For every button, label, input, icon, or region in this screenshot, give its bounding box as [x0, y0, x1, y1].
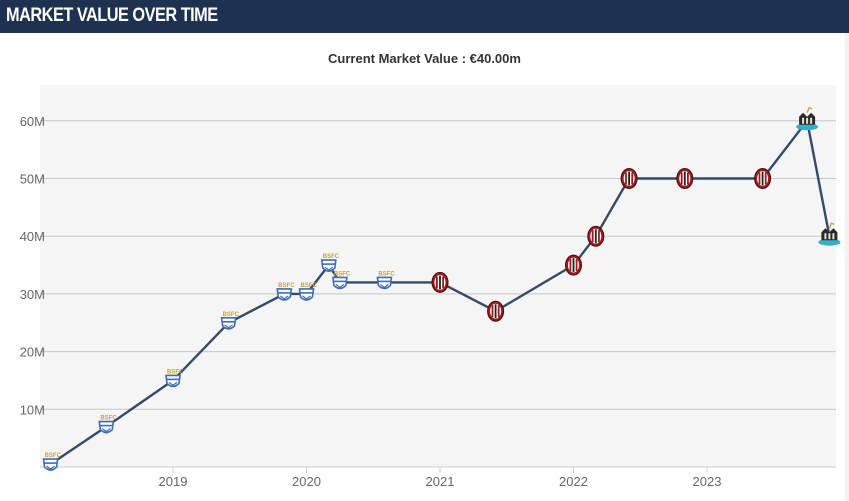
crest-stripe [764, 172, 767, 185]
crest-stripe [687, 172, 689, 185]
crest-vee [279, 295, 289, 300]
crest-shield [98, 420, 115, 434]
crest-stripe [683, 171, 686, 186]
data-point-ac-milan[interactable] [587, 225, 605, 247]
y-tick-label: 20M [20, 345, 45, 360]
crest-stripe [572, 258, 575, 273]
crest-stripe [625, 172, 627, 185]
data-point-ac-milan[interactable] [487, 300, 505, 322]
data-point-ac-milan[interactable] [676, 168, 694, 189]
crest-stripe [631, 172, 634, 185]
crest-shield [331, 276, 348, 290]
data-point-ac-milan[interactable] [431, 271, 449, 293]
crest-stripe [758, 172, 761, 185]
crest-base [796, 123, 819, 131]
data-point-ac-milan[interactable] [565, 254, 582, 276]
crest-monogram: BSFC [334, 271, 351, 277]
crest-shield [298, 288, 315, 301]
crest-stripe [594, 229, 597, 244]
crest-vee [380, 283, 389, 289]
crest-monogram: BSFC [223, 312, 240, 318]
data-point-brescia[interactable]: BSFC [376, 271, 395, 290]
data-point-newcastle[interactable] [796, 106, 819, 131]
crest-base [818, 238, 841, 246]
current-market-value: Current Market Value : €40.00m [328, 51, 521, 66]
data-point-brescia[interactable]: BSFC [165, 369, 184, 388]
y-tick-label: 30M [20, 287, 45, 302]
crest-stripe [802, 117, 805, 124]
x-tick-label: 2019 [159, 474, 188, 489]
series-line [49, 119, 831, 466]
crest-vee [46, 465, 55, 470]
section-title: MARKET VALUE OVER TIME [6, 5, 218, 26]
crest-vee [224, 324, 233, 329]
crest-vee [324, 266, 334, 271]
data-point-ac-milan[interactable] [754, 168, 772, 189]
section-header: MARKET VALUE OVER TIME [0, 0, 849, 33]
crest-stripe [828, 233, 831, 240]
crest-vee [168, 381, 178, 387]
data-point-ac-milan[interactable] [620, 168, 638, 189]
y-tick-label: 40M [20, 229, 45, 244]
crest-shield [220, 316, 237, 330]
crest-stripe [824, 233, 827, 240]
crest-monogram: BSFC [45, 453, 62, 459]
y-tick-label: 60M [20, 114, 45, 129]
crest-stripe [806, 117, 809, 124]
crest-flag [828, 222, 835, 229]
data-point-brescia[interactable]: BSFC [320, 254, 340, 272]
crest-stripe [575, 259, 578, 272]
crest-vee [101, 428, 111, 433]
data-point-brescia[interactable]: BSFC [42, 453, 62, 471]
x-tick-label: 2023 [693, 474, 722, 489]
crest-monogram: BSFC [323, 254, 340, 260]
crest-stripe [569, 259, 572, 272]
crest-shield [276, 288, 293, 301]
crest-shield [42, 458, 59, 471]
crest-shield [320, 259, 337, 272]
crest-stripe [810, 117, 813, 124]
scrollbar-track[interactable] [845, 33, 849, 501]
data-point-brescia[interactable]: BSFC [220, 312, 240, 330]
crest-vee [302, 295, 311, 300]
crest-vee [335, 283, 345, 289]
y-tick-label: 50M [20, 172, 45, 187]
crest-stripe [436, 276, 438, 289]
crest-monogram: BSFC [301, 283, 318, 289]
crest-monogram: BSFC [100, 416, 117, 422]
crest-monogram: BSFC [167, 369, 184, 375]
crest-stripe [491, 305, 494, 318]
x-tick-label: 2021 [426, 474, 455, 489]
crest-stripe [591, 230, 594, 243]
crest-monogram: BSFC [278, 283, 295, 289]
data-point-newcastle[interactable] [818, 222, 841, 246]
x-tick-label: 2020 [292, 474, 321, 489]
crest-stripe [628, 171, 630, 186]
x-tick-label: 2022 [559, 474, 588, 489]
crest-stripe [761, 171, 764, 186]
crest-flag [806, 106, 813, 114]
crest-shield [165, 374, 181, 388]
y-tick-label: 10M [20, 402, 45, 417]
crest-stripe [494, 304, 497, 319]
data-point-brescia[interactable]: BSFC [276, 283, 295, 301]
crest-stripe [442, 276, 444, 289]
crest-stripe [439, 275, 441, 290]
crest-stripe [832, 233, 835, 240]
crest-shield [376, 276, 393, 290]
crest-stripe [680, 172, 683, 185]
data-point-brescia[interactable]: BSFC [98, 416, 117, 434]
data-point-brescia[interactable]: BSFC [331, 271, 351, 290]
data-point-brescia[interactable]: BSFC [298, 283, 318, 301]
crest-monogram: BSFC [378, 271, 395, 277]
crest-stripe [497, 305, 500, 318]
crest-stripe [598, 230, 600, 243]
